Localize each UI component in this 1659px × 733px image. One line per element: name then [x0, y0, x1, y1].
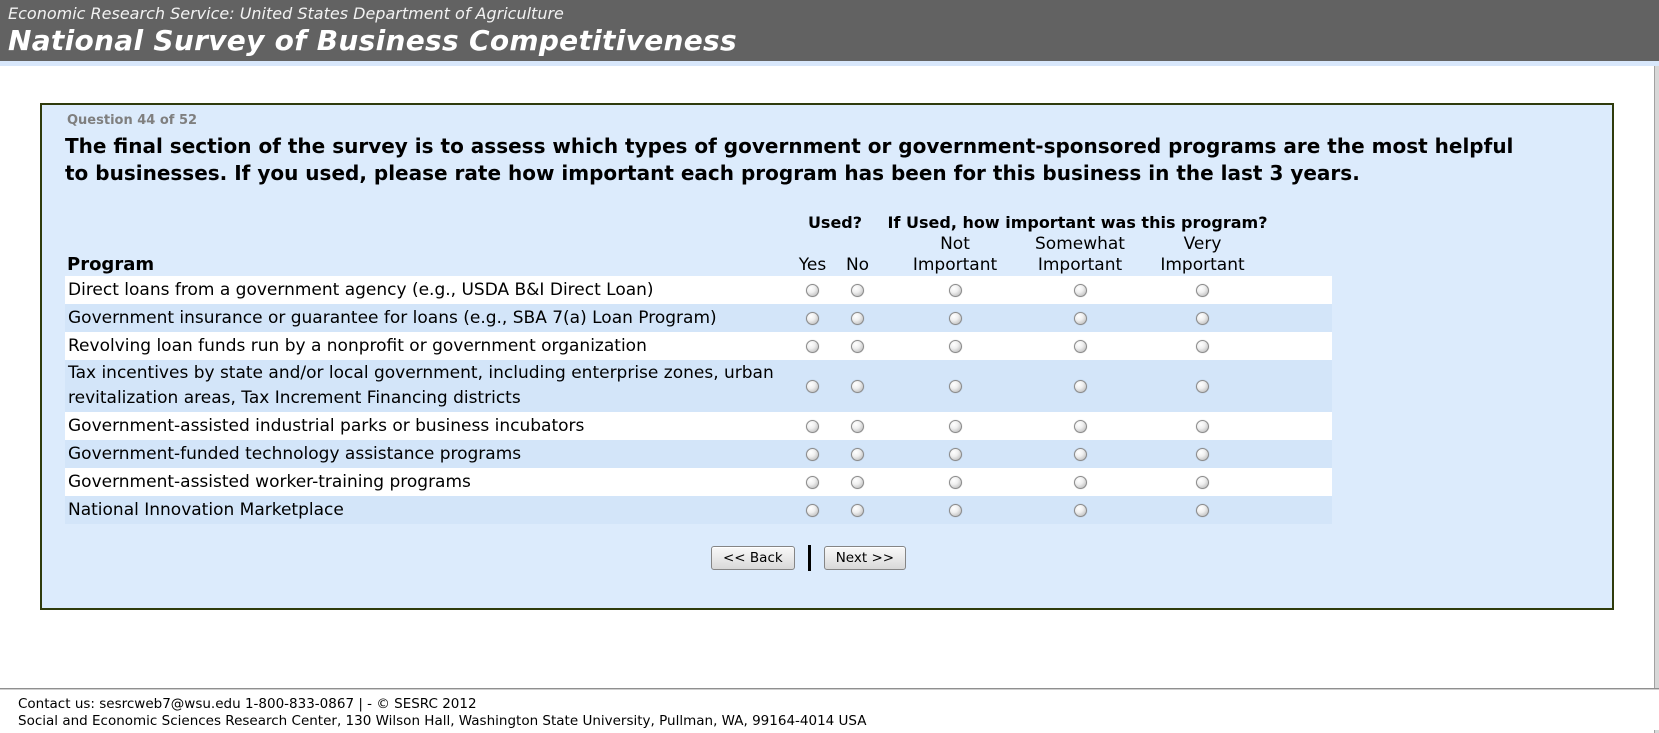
table-row: Government-funded technology assistance …	[65, 440, 1332, 468]
radio-not-important[interactable]	[948, 475, 962, 489]
table-group-header-row: Used? If Used, how important was this pr…	[65, 211, 1332, 232]
radio-used-yes[interactable]	[806, 447, 819, 461]
question-panel: Question 44 of 52 The final section of t…	[40, 103, 1614, 610]
app-header: Economic Research Service: United States…	[0, 0, 1659, 61]
radio-not-important[interactable]	[948, 311, 962, 325]
radio-very-important[interactable]	[1196, 311, 1209, 325]
radio-very-important[interactable]	[1196, 283, 1209, 297]
back-button[interactable]: << Back	[711, 546, 795, 570]
yes-column-header: Yes	[798, 255, 827, 275]
table-row: Government-assisted industrial parks or …	[65, 412, 1332, 440]
question-text: The final section of the survey is to as…	[65, 134, 1514, 185]
program-label: Government insurance or guarantee for lo…	[68, 307, 717, 328]
agency-subtitle: Economic Research Service: United States…	[8, 4, 564, 23]
radio-not-important[interactable]	[948, 379, 962, 393]
radio-not-important[interactable]	[948, 503, 962, 517]
radio-somewhat-important[interactable]	[1073, 379, 1087, 393]
radio-very-important[interactable]	[1196, 503, 1209, 517]
program-label: Revolving loan funds run by a nonprofit …	[68, 335, 647, 356]
radio-used-yes[interactable]	[806, 339, 819, 353]
radio-somewhat-important[interactable]	[1073, 475, 1087, 489]
radio-somewhat-important[interactable]	[1073, 419, 1087, 433]
radio-somewhat-important[interactable]	[1073, 503, 1087, 517]
table-row: Direct loans from a government agency (e…	[65, 276, 1332, 304]
program-label: Government-funded technology assistance …	[68, 443, 522, 464]
program-table: Used? If Used, how important was this pr…	[65, 211, 1332, 524]
footer-contact-line: Contact us: sesrcweb7@wsu.edu 1-800-833-…	[18, 696, 477, 712]
radio-somewhat-important[interactable]	[1073, 311, 1087, 325]
radio-used-yes[interactable]	[806, 475, 819, 489]
radio-used-no[interactable]	[851, 379, 864, 393]
radio-not-important[interactable]	[948, 283, 962, 297]
radio-not-important[interactable]	[948, 339, 962, 353]
radio-used-yes[interactable]	[806, 379, 819, 393]
somewhat-important-column-header: Somewhat Important	[1035, 234, 1125, 275]
radio-used-no[interactable]	[851, 311, 864, 325]
radio-used-yes[interactable]	[806, 419, 819, 433]
importance-group-header: If Used, how important was this program?	[887, 213, 1268, 232]
program-label: Direct loans from a government agency (e…	[68, 279, 654, 300]
radio-used-no[interactable]	[851, 283, 864, 297]
program-label: National Innovation Marketplace	[68, 499, 344, 520]
very-important-column-header: Very Important	[1160, 234, 1245, 275]
radio-used-no[interactable]	[851, 503, 864, 517]
next-button[interactable]: Next >>	[823, 546, 907, 570]
footer-address-line: Social and Economic Sciences Research Ce…	[18, 713, 867, 729]
radio-used-no[interactable]	[851, 339, 864, 353]
radio-very-important[interactable]	[1196, 379, 1209, 393]
radio-used-no[interactable]	[851, 419, 864, 433]
program-label: Government-assisted industrial parks or …	[68, 415, 585, 436]
program-label: Government-assisted worker-training prog…	[68, 471, 471, 492]
radio-very-important[interactable]	[1196, 339, 1209, 353]
radio-very-important[interactable]	[1196, 475, 1209, 489]
radio-somewhat-important[interactable]	[1073, 339, 1087, 353]
table-row: National Innovation Marketplace	[65, 496, 1332, 524]
page-footer: Contact us: sesrcweb7@wsu.edu 1-800-833-…	[0, 688, 1659, 730]
radio-used-yes[interactable]	[806, 283, 819, 297]
no-column-header: No	[845, 255, 870, 275]
radio-not-important[interactable]	[948, 419, 962, 433]
radio-very-important[interactable]	[1196, 419, 1209, 433]
program-label: Tax incentives by state and/or local gov…	[68, 363, 774, 408]
used-column-header: Used?	[807, 213, 863, 232]
radio-somewhat-important[interactable]	[1073, 447, 1087, 461]
nav-button-row: << Back Next >>	[711, 545, 1589, 571]
table-row: Tax incentives by state and/or local gov…	[65, 360, 1332, 412]
not-important-column-header: Not Important	[912, 234, 998, 275]
question-progress: Question 44 of 52	[67, 113, 198, 128]
program-column-header: Program	[67, 254, 155, 275]
table-row: Government insurance or guarantee for lo…	[65, 304, 1332, 332]
radio-used-no[interactable]	[851, 475, 864, 489]
radio-used-yes[interactable]	[806, 311, 819, 325]
radio-used-yes[interactable]	[806, 503, 819, 517]
scrollbar-track[interactable]	[1654, 66, 1659, 733]
table-column-header-row: Program Yes No Not Important Somewhat Im…	[65, 232, 1332, 276]
radio-not-important[interactable]	[948, 447, 962, 461]
table-row: Revolving loan funds run by a nonprofit …	[65, 332, 1332, 360]
button-separator	[807, 545, 811, 571]
radio-used-no[interactable]	[851, 447, 864, 461]
header-accent-strip	[0, 61, 1659, 66]
table-row: Government-assisted worker-training prog…	[65, 468, 1332, 496]
radio-very-important[interactable]	[1196, 447, 1209, 461]
radio-somewhat-important[interactable]	[1073, 283, 1087, 297]
survey-title: National Survey of Business Competitiven…	[8, 24, 737, 57]
